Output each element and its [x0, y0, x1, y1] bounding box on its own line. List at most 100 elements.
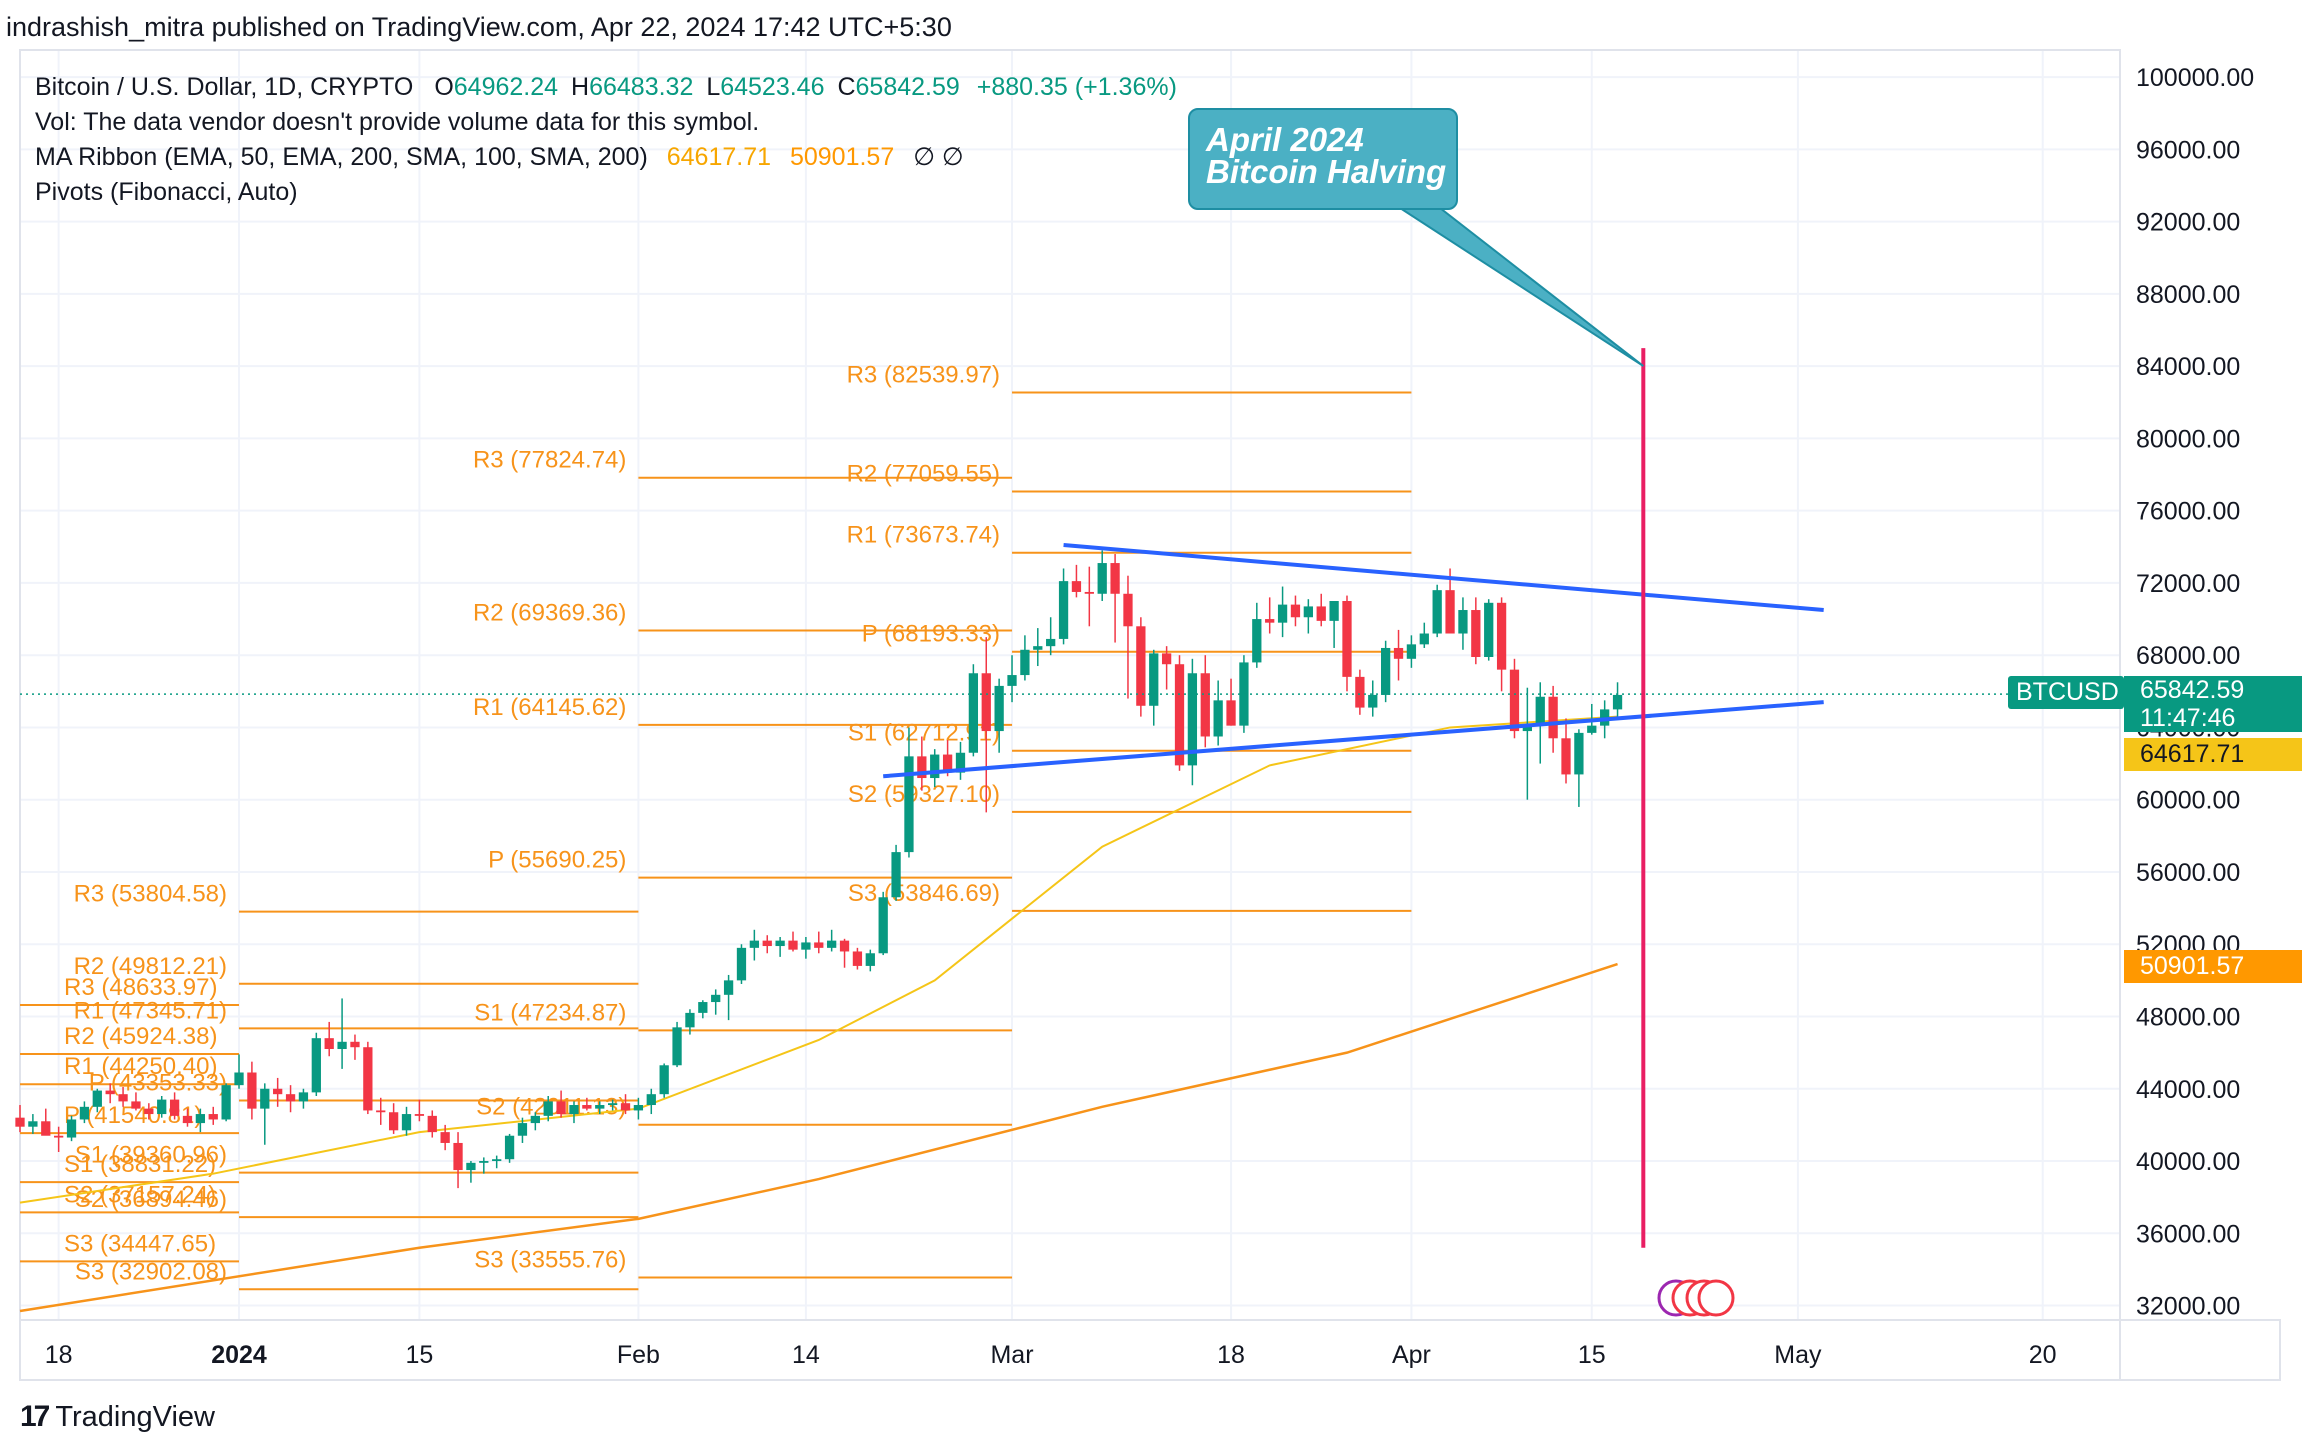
pivot-label: R1 (44250.40) — [64, 1053, 217, 1080]
candle-body — [324, 1038, 334, 1050]
chart-frame — [19, 49, 2281, 1381]
candle-body — [994, 685, 1004, 732]
candle-body — [814, 942, 824, 948]
tradingview-logo-icon: 17 — [20, 1400, 50, 1433]
candle-body — [492, 1159, 502, 1162]
price-tag-countdown: 11:47:46 — [2140, 704, 2236, 732]
candle-body — [1342, 600, 1352, 677]
time-tick-label: Mar — [990, 1341, 1033, 1369]
time-tick-label: 18 — [1217, 1341, 1245, 1369]
tradingview-footer[interactable]: 17 TradingView — [20, 1400, 215, 1434]
candle-body — [1458, 610, 1468, 634]
candle-body — [1290, 604, 1301, 618]
candle-body — [131, 1101, 141, 1109]
price-tick-label: 96000.00 — [2136, 136, 2240, 164]
candle-body — [54, 1135, 64, 1138]
candle-body — [595, 1105, 605, 1109]
candle-body — [195, 1114, 206, 1124]
pivot-label: P (68193.33) — [862, 621, 1000, 648]
candle-body — [311, 1038, 321, 1093]
legend-open-label: O — [434, 73, 454, 101]
overlay — [20, 207, 2120, 1317]
pivot-label: R3 (48633.97) — [64, 974, 217, 1001]
pivot-label: R2 (69369.36) — [473, 599, 626, 626]
legend-low-value: 64523.46 — [720, 73, 825, 101]
candle-body — [1123, 593, 1133, 627]
pivot-levels: R3 (48633.97) R2 (45924.38) R1 (44250.40) P… — [20, 362, 1412, 1291]
candle-body — [646, 1094, 656, 1106]
price-tick-label: 88000.00 — [2136, 281, 2240, 309]
pivot-label: R3 (77824.74) — [473, 447, 626, 474]
candle-body — [440, 1132, 450, 1143]
time-axis-border — [19, 1319, 2281, 1381]
price-tag-ema200: 50901.57 — [2124, 950, 2302, 983]
candle-body — [633, 1105, 644, 1111]
candle-body — [582, 1105, 592, 1109]
time-tick-label: May — [1774, 1341, 1822, 1369]
candle-body — [1612, 694, 1623, 710]
candle-body — [839, 940, 850, 952]
callout-line-1: April 2024 — [1206, 121, 1364, 158]
candle-body — [1419, 633, 1429, 645]
candles — [15, 550, 1623, 1189]
candle-body — [1226, 700, 1236, 726]
candle-body — [1058, 581, 1069, 639]
pivot-label: R2 (77059.55) — [847, 461, 1000, 488]
publish-header: indrashish_mitra published on TradingVie… — [6, 12, 952, 42]
candle-body — [414, 1114, 425, 1116]
legend-ma-value-1: 64617.71 — [666, 143, 772, 171]
legend-ma-na: ∅ ∅ — [913, 143, 964, 171]
pivot-label: S3 (53846.69) — [848, 880, 1000, 907]
candle-body — [1561, 738, 1571, 775]
candle-body — [711, 994, 721, 1003]
trendline — [1063, 543, 1824, 613]
candle-body — [1406, 644, 1417, 659]
time-tick-label: 15 — [405, 1341, 433, 1369]
candle-body — [1265, 619, 1275, 623]
candle-body — [865, 953, 875, 966]
candle-body — [105, 1090, 115, 1095]
legend-ma-row: MA Ribbon (EMA, 50, EMA, 200, SMA, 100, … — [35, 140, 1177, 175]
candle-body — [968, 673, 979, 753]
candle-body — [736, 947, 747, 981]
candle-body — [1097, 563, 1107, 594]
pivot-label: S1 (39360.96) — [75, 1142, 227, 1169]
candle-body — [620, 1103, 631, 1111]
legend-pivots-row: Pivots (Fibonacci, Auto) — [35, 178, 298, 206]
candle-body — [144, 1108, 154, 1115]
pivot-label: R2 (49812.21) — [74, 953, 227, 980]
legend-ma-text: MA Ribbon (EMA, 50, EMA, 200, SMA, 100, … — [35, 143, 648, 171]
candle-body — [1239, 662, 1249, 726]
candle-body — [685, 1012, 695, 1028]
candle-body — [608, 1103, 618, 1106]
candle-body — [698, 1002, 708, 1013]
candle-body — [1277, 604, 1288, 623]
candle-body — [298, 1092, 309, 1102]
candle-body — [981, 673, 991, 732]
legend-ma-value-2: 50901.57 — [789, 143, 895, 171]
pivot-label: S2 (37157.24) — [64, 1181, 216, 1208]
moving-averages — [19, 715, 1618, 1313]
legend-close-value: 65842.59 — [855, 73, 960, 101]
halving-callout[interactable]: April 2024 Bitcoin Halving — [1188, 108, 1458, 210]
candle-body — [530, 1115, 540, 1124]
candle-body — [1355, 676, 1365, 708]
time-tick-label: 18 — [45, 1341, 73, 1369]
event-flag-icon — [1697, 1279, 1735, 1317]
price-tick-label: 92000.00 — [2136, 209, 2240, 237]
candle-body — [363, 1047, 373, 1111]
price-tick-label: 100000.00 — [2136, 64, 2254, 92]
candle-body — [208, 1114, 218, 1120]
candle-body — [260, 1088, 270, 1109]
price-tag-last: 65842.59 11:47:46 — [2124, 676, 2302, 732]
pivot-label: P (55690.25) — [488, 847, 626, 874]
candle-body — [788, 940, 798, 950]
candle-body — [1368, 694, 1378, 708]
price-tick-label: 48000.00 — [2136, 1004, 2240, 1032]
pivot-label: S3 (32902.08) — [75, 1258, 227, 1285]
candle-body — [1587, 725, 1597, 733]
candle-body — [955, 752, 966, 773]
candle-body — [942, 754, 953, 773]
tradingview-brand: TradingView — [55, 1400, 215, 1433]
